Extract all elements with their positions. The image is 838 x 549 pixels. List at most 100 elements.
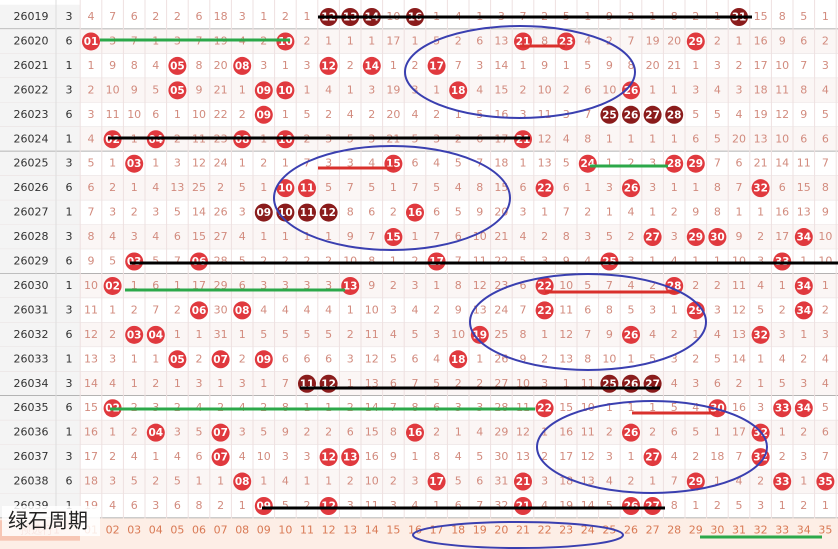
omission: 4 xyxy=(822,377,829,390)
count: 1 xyxy=(66,279,73,292)
omission: 1 xyxy=(649,206,656,219)
omission: 2 xyxy=(196,352,203,365)
omission: 4 xyxy=(541,499,548,512)
issue: 26033 xyxy=(14,352,49,365)
ball-number: 10 xyxy=(278,183,293,195)
omission: 3 xyxy=(692,83,699,96)
omission: 5 xyxy=(606,499,613,512)
omission: 1 xyxy=(390,255,397,268)
omission: 3 xyxy=(412,475,419,488)
omission: 3 xyxy=(520,108,527,121)
ball xyxy=(341,276,360,295)
omission: 4 xyxy=(347,108,354,121)
omission: 3 xyxy=(239,10,246,23)
ball xyxy=(794,276,813,295)
omission: 13 xyxy=(538,157,552,170)
omission: 2 xyxy=(455,34,462,47)
watermark-bg xyxy=(2,506,100,536)
omission: 5 xyxy=(671,401,678,414)
omission: 2 xyxy=(152,475,159,488)
omission: 16 xyxy=(754,34,768,47)
ball xyxy=(708,228,727,247)
omission: 11 xyxy=(559,303,573,316)
ball xyxy=(384,228,403,247)
omission: 5 xyxy=(649,352,656,365)
footer-number: 26 xyxy=(624,523,638,536)
omission: 1 xyxy=(412,230,419,243)
footer-number: 03 xyxy=(127,523,141,536)
omission: 1 xyxy=(174,328,181,341)
omission: 7 xyxy=(736,181,743,194)
row-bg xyxy=(0,78,838,103)
issue-bg xyxy=(0,469,80,494)
omission: 2 xyxy=(412,255,419,268)
omission: 4 xyxy=(325,303,332,316)
omission: 19 xyxy=(646,34,660,47)
ball xyxy=(211,448,230,467)
omission: 1 xyxy=(368,34,375,47)
omission: 5 xyxy=(174,206,181,219)
omission: 1 xyxy=(606,206,613,219)
omission: 1 xyxy=(109,426,116,439)
omission: 2 xyxy=(347,328,354,341)
omission: 18 xyxy=(754,83,768,96)
omission: 6 xyxy=(476,475,483,488)
omission: 1 xyxy=(606,157,613,170)
count: 3 xyxy=(66,10,73,23)
omission: 1 xyxy=(757,206,764,219)
ball-number: 09 xyxy=(256,207,271,219)
count: 6 xyxy=(66,328,73,341)
omission: 3 xyxy=(109,475,116,488)
omission: 2 xyxy=(800,352,807,365)
omission: 31 xyxy=(214,328,228,341)
omission: 8 xyxy=(390,426,397,439)
omission: 5 xyxy=(455,157,462,170)
omission: 2 xyxy=(152,377,159,390)
omission: 1 xyxy=(109,157,116,170)
omission: 4 xyxy=(88,132,95,145)
omission: 2 xyxy=(109,450,116,463)
omission: 5 xyxy=(304,328,311,341)
omission: 2 xyxy=(541,230,548,243)
ball xyxy=(643,105,662,124)
omission: 10 xyxy=(559,279,573,292)
omission: 7 xyxy=(174,255,181,268)
ball xyxy=(341,448,360,467)
omission: 2 xyxy=(325,255,332,268)
omission: 4 xyxy=(282,475,289,488)
omission: 4 xyxy=(476,426,483,439)
omission: 13 xyxy=(494,34,508,47)
omission: 4 xyxy=(304,303,311,316)
omission: 1 xyxy=(347,83,354,96)
omission: 15 xyxy=(797,181,811,194)
cells: 2601934762261831211014137251921821158511… xyxy=(14,8,835,536)
omission: 1 xyxy=(800,255,807,268)
ball-number: 28 xyxy=(667,109,682,121)
omission: 3 xyxy=(800,377,807,390)
omission: 3 xyxy=(390,303,397,316)
issue: 26019 xyxy=(14,10,49,23)
omission: 1 xyxy=(800,475,807,488)
omission: 5 xyxy=(455,475,462,488)
omission: 10 xyxy=(192,108,206,121)
issue: 26028 xyxy=(14,230,49,243)
ball-number: 11 xyxy=(300,183,315,195)
omission: 4 xyxy=(109,230,116,243)
omission: 5 xyxy=(433,181,440,194)
omission: 1 xyxy=(131,279,138,292)
omission: 5 xyxy=(714,352,721,365)
omission: 4 xyxy=(131,450,138,463)
omission: 1 xyxy=(347,303,354,316)
ball xyxy=(794,228,813,247)
omission: 2 xyxy=(239,108,246,121)
omission: 11 xyxy=(365,328,379,341)
omission: 6 xyxy=(174,499,181,512)
omission: 8 xyxy=(779,10,786,23)
ball xyxy=(103,276,122,295)
issue-bg xyxy=(0,200,80,225)
omission: 1 xyxy=(628,132,635,145)
omission: 1 xyxy=(239,499,246,512)
ball-number: 29 xyxy=(688,158,703,170)
ball-number: 02 xyxy=(105,280,120,292)
omission: 6 xyxy=(412,352,419,365)
